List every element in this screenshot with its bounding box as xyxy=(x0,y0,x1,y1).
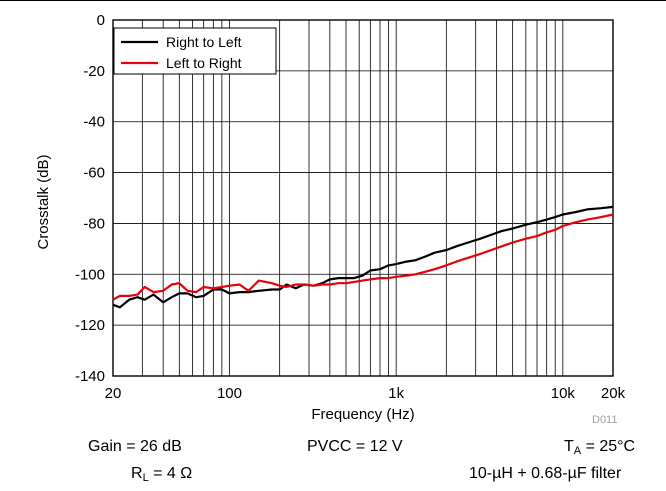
condition-rl-subscript: L xyxy=(142,472,149,484)
y-tick-label: 0 xyxy=(97,12,105,29)
x-tick-label: 10k xyxy=(551,385,576,402)
top-rule xyxy=(0,0,666,1)
x-tick-label: 20k xyxy=(601,385,626,402)
condition-rl: RL = 4 Ω xyxy=(131,465,192,484)
legend-box xyxy=(113,27,277,75)
y-tick-label: -120 xyxy=(75,317,105,334)
condition-gain: Gain = 26 dB xyxy=(88,438,182,455)
y-tick-label: -40 xyxy=(83,114,105,131)
x-tick-label: 1k xyxy=(388,385,404,402)
y-tick-label: -20 xyxy=(83,63,105,80)
y-tick-label: -80 xyxy=(83,215,105,232)
condition-ta-symbol: T xyxy=(564,438,574,455)
y-axis-title: Crosstalk (dB) xyxy=(35,154,52,249)
x-tick-label: 20 xyxy=(105,385,122,402)
condition-ta-value: = 25°C xyxy=(581,438,636,455)
legend-label-1: Right to Left xyxy=(166,34,242,50)
y-tick-label: -60 xyxy=(83,165,105,182)
series-line-2 xyxy=(112,213,614,301)
series-line-1 xyxy=(112,205,614,309)
legend-label-2: Left to Right xyxy=(166,55,242,71)
condition-filter: 10-µH + 0.68-µF filter xyxy=(469,465,622,482)
figure-tag: D011 xyxy=(592,414,618,426)
x-axis-title: Frequency (Hz) xyxy=(311,406,414,423)
condition-rl-symbol: R xyxy=(131,465,143,482)
y-tick-label: -100 xyxy=(75,266,105,283)
condition-pvcc: PVCC = 12 V xyxy=(307,438,403,455)
plot-frame xyxy=(112,19,614,377)
condition-ta: TA = 25°C xyxy=(564,438,635,457)
x-tick-label: 100 xyxy=(217,385,242,402)
condition-ta-subscript: A xyxy=(573,445,582,457)
condition-rl-value: = 4 Ω xyxy=(148,465,193,482)
y-tick-label: -140 xyxy=(75,368,105,385)
